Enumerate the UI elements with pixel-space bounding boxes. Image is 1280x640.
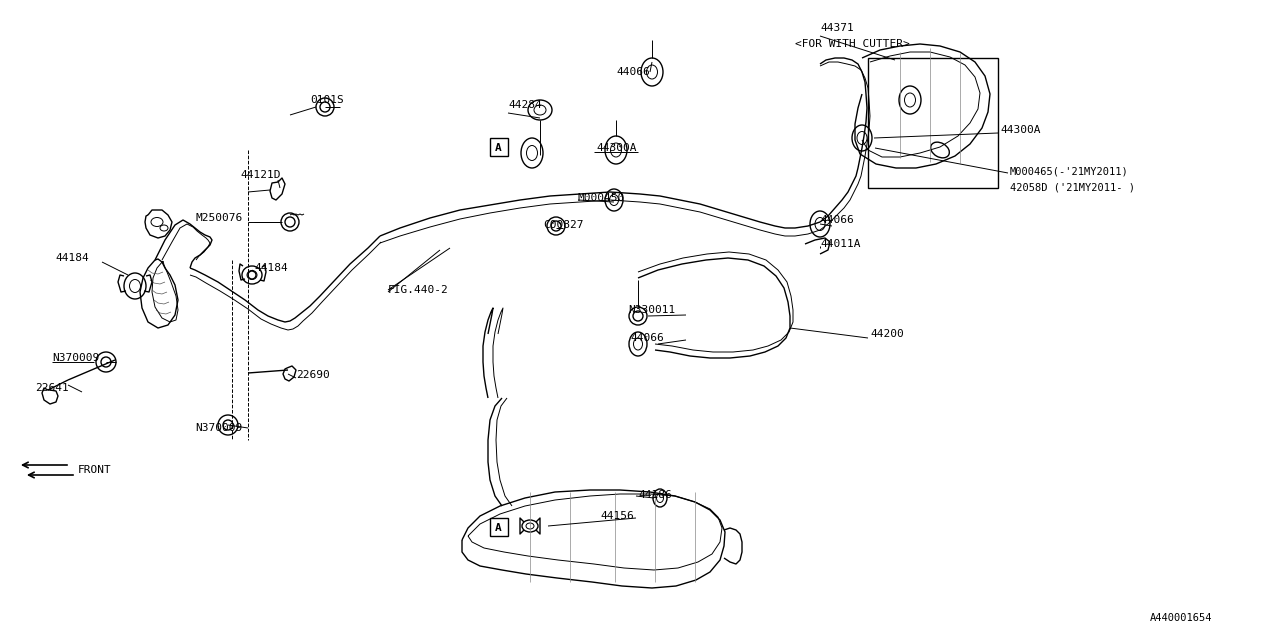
Circle shape bbox=[101, 357, 111, 367]
Text: 44066: 44066 bbox=[630, 333, 664, 343]
Text: 44066: 44066 bbox=[616, 67, 650, 77]
Bar bbox=[490, 138, 508, 156]
Text: N370009: N370009 bbox=[52, 353, 100, 363]
Text: 0101S: 0101S bbox=[310, 95, 344, 105]
Circle shape bbox=[634, 311, 643, 321]
Text: A: A bbox=[494, 523, 502, 533]
Text: FRONT: FRONT bbox=[78, 465, 111, 475]
Circle shape bbox=[320, 102, 330, 112]
Text: FIG.440-2: FIG.440-2 bbox=[388, 285, 449, 295]
Circle shape bbox=[223, 420, 233, 430]
Bar bbox=[490, 518, 508, 536]
Circle shape bbox=[285, 217, 294, 227]
Circle shape bbox=[282, 213, 300, 231]
Circle shape bbox=[96, 352, 116, 372]
Circle shape bbox=[547, 217, 564, 235]
Circle shape bbox=[248, 271, 256, 279]
Text: 44300A: 44300A bbox=[596, 143, 636, 153]
Text: 44011A: 44011A bbox=[820, 239, 860, 249]
Text: A: A bbox=[494, 143, 502, 153]
Circle shape bbox=[316, 98, 334, 116]
Text: M250076: M250076 bbox=[196, 213, 243, 223]
Text: N330011: N330011 bbox=[628, 305, 676, 315]
Text: 44184: 44184 bbox=[253, 263, 288, 273]
Text: <FOR WITH CUTTER>: <FOR WITH CUTTER> bbox=[795, 39, 910, 49]
Text: M000450: M000450 bbox=[579, 193, 625, 203]
Text: 44300A: 44300A bbox=[1000, 125, 1041, 135]
Bar bbox=[868, 58, 998, 188]
Text: 44066: 44066 bbox=[820, 215, 854, 225]
Circle shape bbox=[550, 221, 561, 231]
Text: A440001654: A440001654 bbox=[1149, 613, 1212, 623]
Text: C00827: C00827 bbox=[543, 220, 584, 230]
Circle shape bbox=[218, 415, 238, 435]
Text: 42058D ('21MY2011- ): 42058D ('21MY2011- ) bbox=[1010, 183, 1135, 193]
Circle shape bbox=[628, 307, 646, 325]
Text: 44284: 44284 bbox=[508, 100, 541, 110]
Text: 22641: 22641 bbox=[35, 383, 69, 393]
Text: 44371: 44371 bbox=[820, 23, 854, 33]
Text: M000465(-'21MY2011): M000465(-'21MY2011) bbox=[1010, 167, 1129, 177]
Text: 44184: 44184 bbox=[55, 253, 88, 263]
Text: 44200: 44200 bbox=[870, 329, 904, 339]
Text: 44186: 44186 bbox=[637, 490, 672, 500]
Text: 44121D: 44121D bbox=[241, 170, 280, 180]
Text: 22690: 22690 bbox=[296, 370, 330, 380]
Text: 44156: 44156 bbox=[600, 511, 634, 521]
Text: N370009: N370009 bbox=[195, 423, 242, 433]
